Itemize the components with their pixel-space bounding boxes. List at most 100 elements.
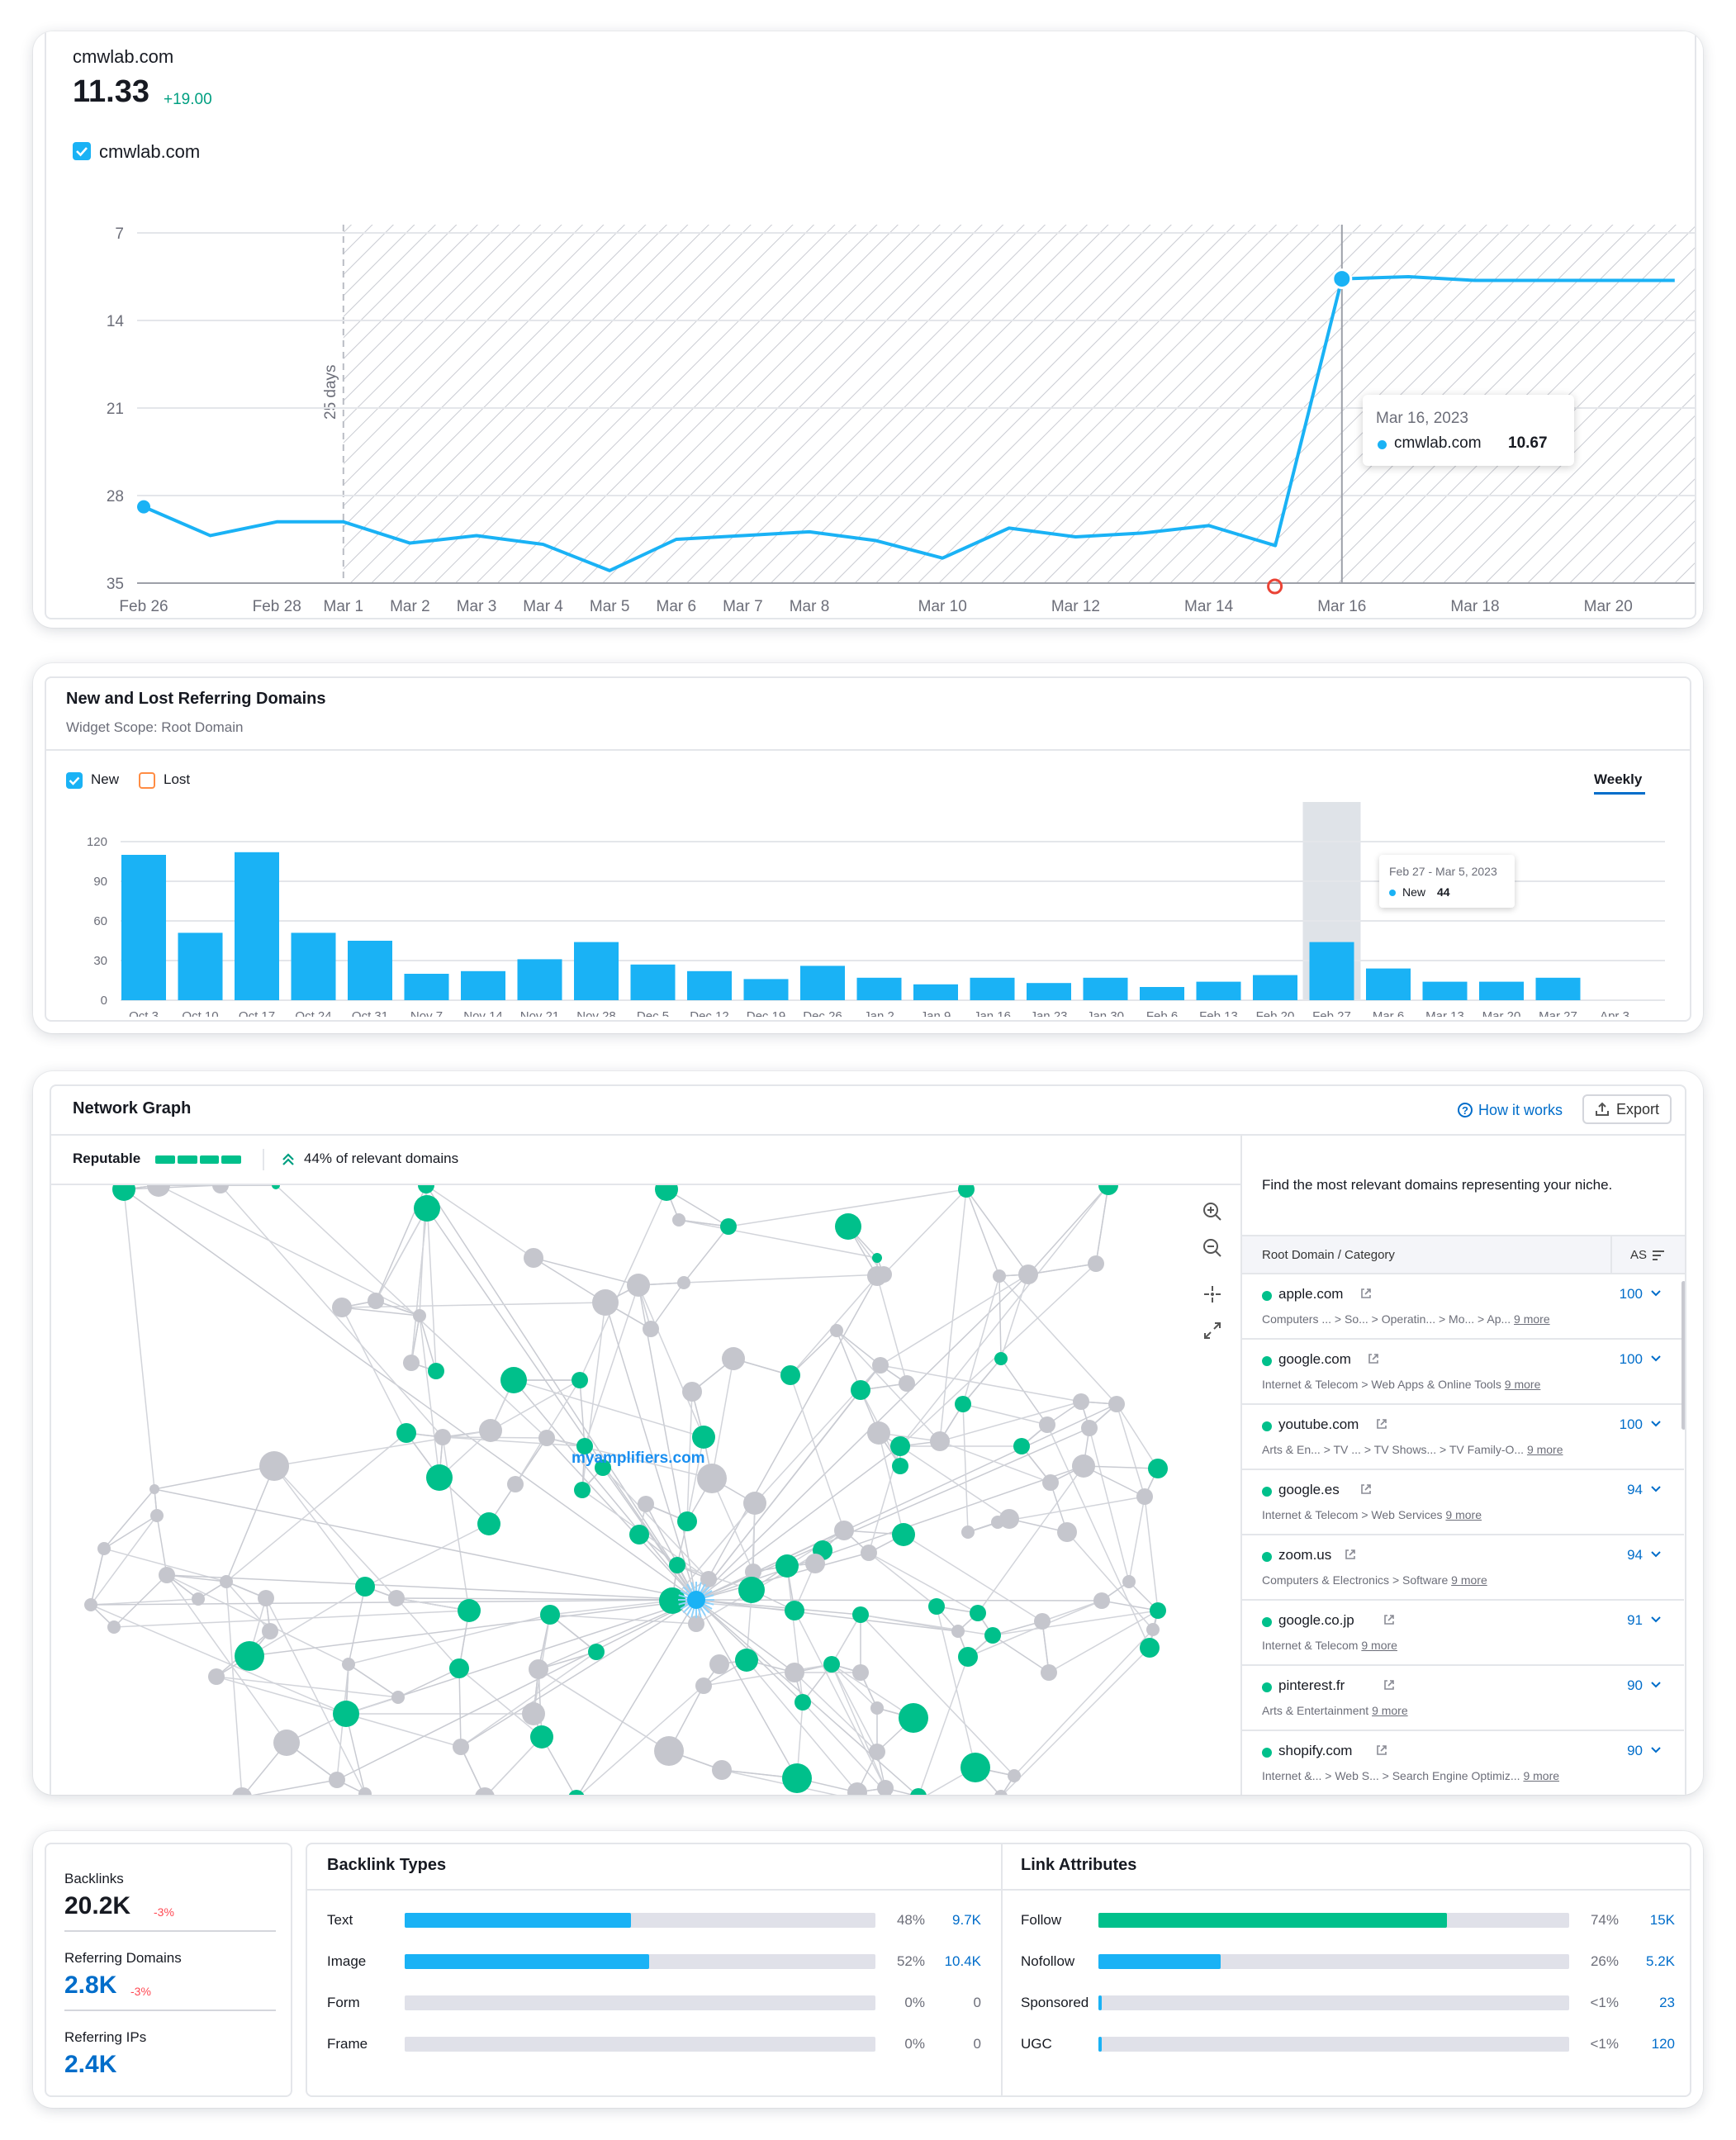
domain-node[interactable] [522,1702,545,1725]
relevant-domain-node[interactable] [994,1352,1008,1365]
domain-row[interactable]: apple.com 100 Computers ... > So... > Oper… [1242,1274,1684,1340]
domain-node[interactable] [877,1780,894,1795]
relevant-domain-node[interactable] [588,1644,605,1660]
domain-node[interactable] [1073,1393,1089,1410]
domain-score[interactable]: 91 [1627,1612,1643,1628]
domain-node[interactable] [677,1276,690,1289]
domain-node[interactable] [232,1787,252,1795]
breakdown-count[interactable]: 10.4K [944,1953,981,1969]
bar-new[interactable] [348,941,392,1000]
domain-node[interactable] [830,1324,843,1337]
domain-node[interactable] [273,1730,300,1756]
domain-node[interactable] [342,1658,355,1671]
relevant-domain-node[interactable] [735,1649,758,1672]
domain-row[interactable]: zoom.us 94 Computers & Electronics > Softw… [1242,1535,1684,1601]
external-link-icon[interactable] [1383,1613,1396,1630]
domain-node[interactable] [1018,1265,1038,1284]
relevant-domain-node[interactable] [892,1523,915,1546]
relevant-domain-node[interactable] [568,1790,585,1795]
relevant-domain-node[interactable] [1013,1438,1030,1454]
export-button[interactable]: Export [1582,1094,1672,1124]
relevant-domain-node[interactable] [892,1458,908,1474]
fullscreen-button[interactable] [1198,1316,1227,1345]
relevant-domain-node[interactable] [958,1185,975,1198]
bar-new[interactable] [574,942,619,1000]
relevant-domain-node[interactable] [540,1605,560,1625]
domain-node[interactable] [368,1293,384,1309]
domain-node[interactable] [1122,1575,1136,1588]
domain-node[interactable] [332,1298,352,1317]
referring-ips-value[interactable]: 2.4K [64,2051,117,2078]
domain-node[interactable] [712,1760,732,1780]
relevant-domain-node[interactable] [426,1464,453,1491]
relevant-domain-node[interactable] [955,1396,971,1412]
referring-bar-chart[interactable]: 0 30 60 90 120 Oct 3 Oct 10 Oct 17 Oct 24 Oct 31 N… [46,802,1691,1017]
domain-node[interactable] [745,1563,761,1580]
domain-name[interactable]: google.com [1278,1351,1351,1367]
sort-as-button[interactable]: AS [1630,1248,1665,1262]
domain-node[interactable] [1108,1396,1125,1412]
more-categories-link[interactable]: 9 more [1523,1769,1560,1782]
relevant-domain-node[interactable] [629,1525,649,1545]
domain-node[interactable] [1039,1416,1055,1433]
domain-node[interactable] [709,1654,729,1674]
relevant-domain-node[interactable] [595,1459,611,1476]
relevant-domain-node[interactable] [576,1438,593,1454]
external-link-icon[interactable] [1375,1417,1388,1435]
domain-node[interactable] [403,1355,420,1371]
chevron-down-icon[interactable] [1650,1549,1662,1564]
bar-new[interactable] [461,970,505,1000]
domain-node[interactable] [654,1736,684,1766]
relevant-domain-node[interactable] [692,1426,715,1449]
chevron-down-icon[interactable] [1650,1483,1662,1499]
external-link-icon[interactable] [1344,1548,1357,1565]
domain-node[interactable] [688,1616,704,1632]
relevant-domain-node[interactable] [970,1605,986,1621]
more-categories-link[interactable]: 9 more [1514,1312,1550,1326]
bar-new[interactable] [235,852,279,1000]
bar-new[interactable] [404,974,449,1000]
relevant-domain-node[interactable] [655,1185,678,1201]
domain-node[interactable] [97,1542,111,1555]
bar-new[interactable] [517,959,562,1000]
relevant-domain-node[interactable] [835,1213,861,1240]
domain-node[interactable] [479,1419,502,1442]
bar-new[interactable] [121,855,166,1000]
domain-node[interactable] [785,1663,804,1682]
domain-node[interactable] [434,1429,451,1445]
domain-node[interactable] [149,1484,159,1494]
domain-node[interactable] [682,1382,702,1402]
domain-node[interactable] [529,1659,548,1679]
relevant-domain-node[interactable] [333,1701,359,1727]
domain-node[interactable] [870,1701,884,1715]
network-graph-canvas[interactable] [51,1185,1240,1795]
domain-node[interactable] [991,1516,1004,1529]
relevant-domain-node[interactable] [574,1482,591,1498]
domain-node[interactable] [930,1431,950,1451]
relevant-domain-node[interactable] [418,1185,434,1193]
relevant-domain-node[interactable] [449,1658,469,1678]
domain-node[interactable] [994,1790,1008,1795]
domain-node[interactable] [867,1421,890,1445]
zoom-in-button[interactable] [1198,1197,1227,1227]
domain-node[interactable] [875,1266,892,1283]
domain-node[interactable] [1041,1664,1057,1681]
bar-new[interactable] [630,964,676,1000]
bar-new[interactable] [1535,977,1581,1000]
domain-node[interactable] [672,1213,685,1227]
breakdown-count[interactable]: 23 [1659,1995,1675,2010]
relevant-domain-node[interactable] [355,1577,375,1597]
chevron-down-icon[interactable] [1650,1418,1662,1434]
domain-node[interactable] [107,1620,121,1634]
how-it-works-link[interactable]: ? How it works [1457,1099,1563,1121]
domain-node[interactable] [592,1289,619,1316]
domain-node[interactable] [262,1623,278,1639]
domain-score[interactable]: 90 [1627,1677,1643,1693]
relevant-domain-node[interactable] [477,1512,500,1535]
more-categories-link[interactable]: 9 more [1445,1508,1482,1521]
domain-node[interactable] [805,1554,825,1573]
relevant-domain-node[interactable] [458,1599,481,1622]
bar-new[interactable] [1027,983,1071,1000]
breakdown-count[interactable]: 0 [973,2036,981,2052]
domain-node[interactable] [638,1496,654,1512]
